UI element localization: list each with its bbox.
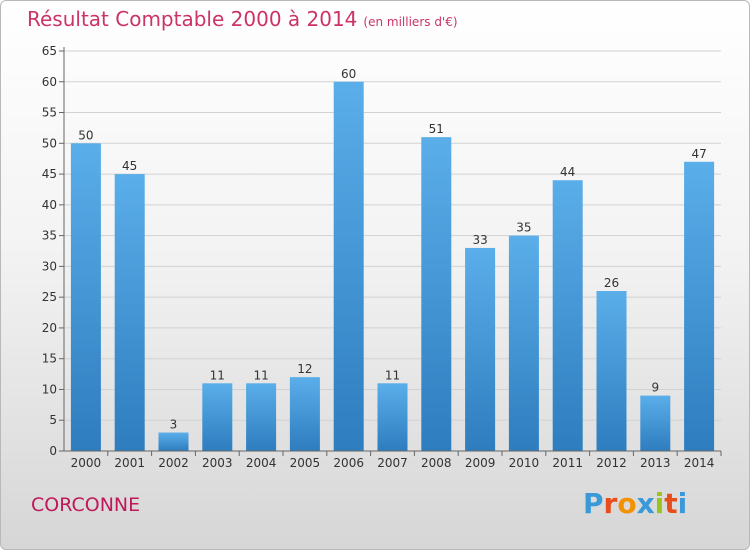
logo-letter: i xyxy=(654,487,665,520)
bar xyxy=(465,247,496,451)
data-label: 35 xyxy=(516,221,531,235)
x-tick-label: 2010 xyxy=(509,456,540,470)
data-label: 11 xyxy=(385,368,400,382)
logo-letter: o xyxy=(617,487,637,520)
logo-letter: t xyxy=(664,487,678,520)
chart-subtitle: (en milliers d'€) xyxy=(363,15,458,29)
x-tick-label: 2002 xyxy=(158,456,189,470)
bar xyxy=(596,291,627,451)
y-tick-label: 20 xyxy=(42,321,57,335)
logo-letter: P xyxy=(583,487,604,520)
data-label: 45 xyxy=(122,159,137,173)
x-tick-label: 2012 xyxy=(596,456,627,470)
x-tick-label: 2000 xyxy=(71,456,102,470)
x-tick-label: 2006 xyxy=(333,456,364,470)
x-tick-label: 2004 xyxy=(246,456,277,470)
y-tick-label: 50 xyxy=(42,136,57,150)
y-tick-label: 40 xyxy=(42,198,57,212)
data-label: 47 xyxy=(691,147,706,161)
city-name: CORCONNE xyxy=(31,494,141,516)
y-tick-label: 5 xyxy=(49,413,57,427)
x-tick-label: 2009 xyxy=(465,456,496,470)
chart-title: Résultat Comptable 2000 à 2014 (en millie… xyxy=(27,7,458,31)
proxiti-logo[interactable]: Proxiti xyxy=(583,487,687,520)
x-tick-label: 2003 xyxy=(202,456,233,470)
data-label: 11 xyxy=(253,368,268,382)
x-tick-label: 2005 xyxy=(290,456,321,470)
y-tick-label: 65 xyxy=(42,44,57,58)
bar xyxy=(552,180,583,451)
bar xyxy=(421,137,452,451)
axes: 0 5 10 15 20 25 30 35 40 45 50 55 60 65 2000 2001 2002 20… xyxy=(42,44,722,470)
x-tick-label: 2007 xyxy=(377,456,408,470)
data-label: 26 xyxy=(604,276,619,290)
bar xyxy=(202,383,233,451)
bar xyxy=(70,143,101,452)
y-tick-label: 0 xyxy=(49,444,57,458)
data-label: 51 xyxy=(429,122,444,136)
bar xyxy=(246,383,277,451)
data-label: 60 xyxy=(341,67,356,81)
data-label: 3 xyxy=(170,418,178,432)
y-tick-label: 60 xyxy=(42,75,57,89)
data-label: 9 xyxy=(651,381,659,395)
x-tick-label: 2011 xyxy=(552,456,583,470)
bar xyxy=(508,235,539,451)
x-tick-label: 2014 xyxy=(684,456,715,470)
y-tick-label: 10 xyxy=(42,382,57,396)
bar xyxy=(333,81,364,452)
data-label: 50 xyxy=(78,128,93,142)
bar xyxy=(640,395,671,451)
data-labels: 50 45 3 11 11 12 60 11 51 33 35 44 26 9 47 xyxy=(78,67,706,432)
data-label: 44 xyxy=(560,165,575,179)
title-text: Résultat Comptable 2000 à 2014 xyxy=(27,7,358,31)
x-tick-label: 2013 xyxy=(640,456,671,470)
y-tick-label: 15 xyxy=(42,352,57,366)
bars xyxy=(70,81,715,452)
bar xyxy=(684,161,715,451)
logo-letter: r xyxy=(603,487,618,520)
data-label: 11 xyxy=(210,368,225,382)
bar xyxy=(289,377,320,451)
x-tick-label: 2008 xyxy=(421,456,452,470)
bar xyxy=(377,383,408,451)
bar xyxy=(114,174,145,452)
logo-letter: i xyxy=(677,487,688,520)
y-tick-label: 55 xyxy=(42,106,57,120)
y-tick-label: 45 xyxy=(42,167,57,181)
data-label: 12 xyxy=(297,362,312,376)
bar xyxy=(158,432,189,451)
logo-letter: x xyxy=(636,487,655,520)
y-tick-label: 25 xyxy=(42,290,57,304)
y-tick-label: 30 xyxy=(42,259,57,273)
data-label: 33 xyxy=(472,233,487,247)
y-tick-label: 35 xyxy=(42,229,57,243)
x-tick-label: 2001 xyxy=(114,456,145,470)
